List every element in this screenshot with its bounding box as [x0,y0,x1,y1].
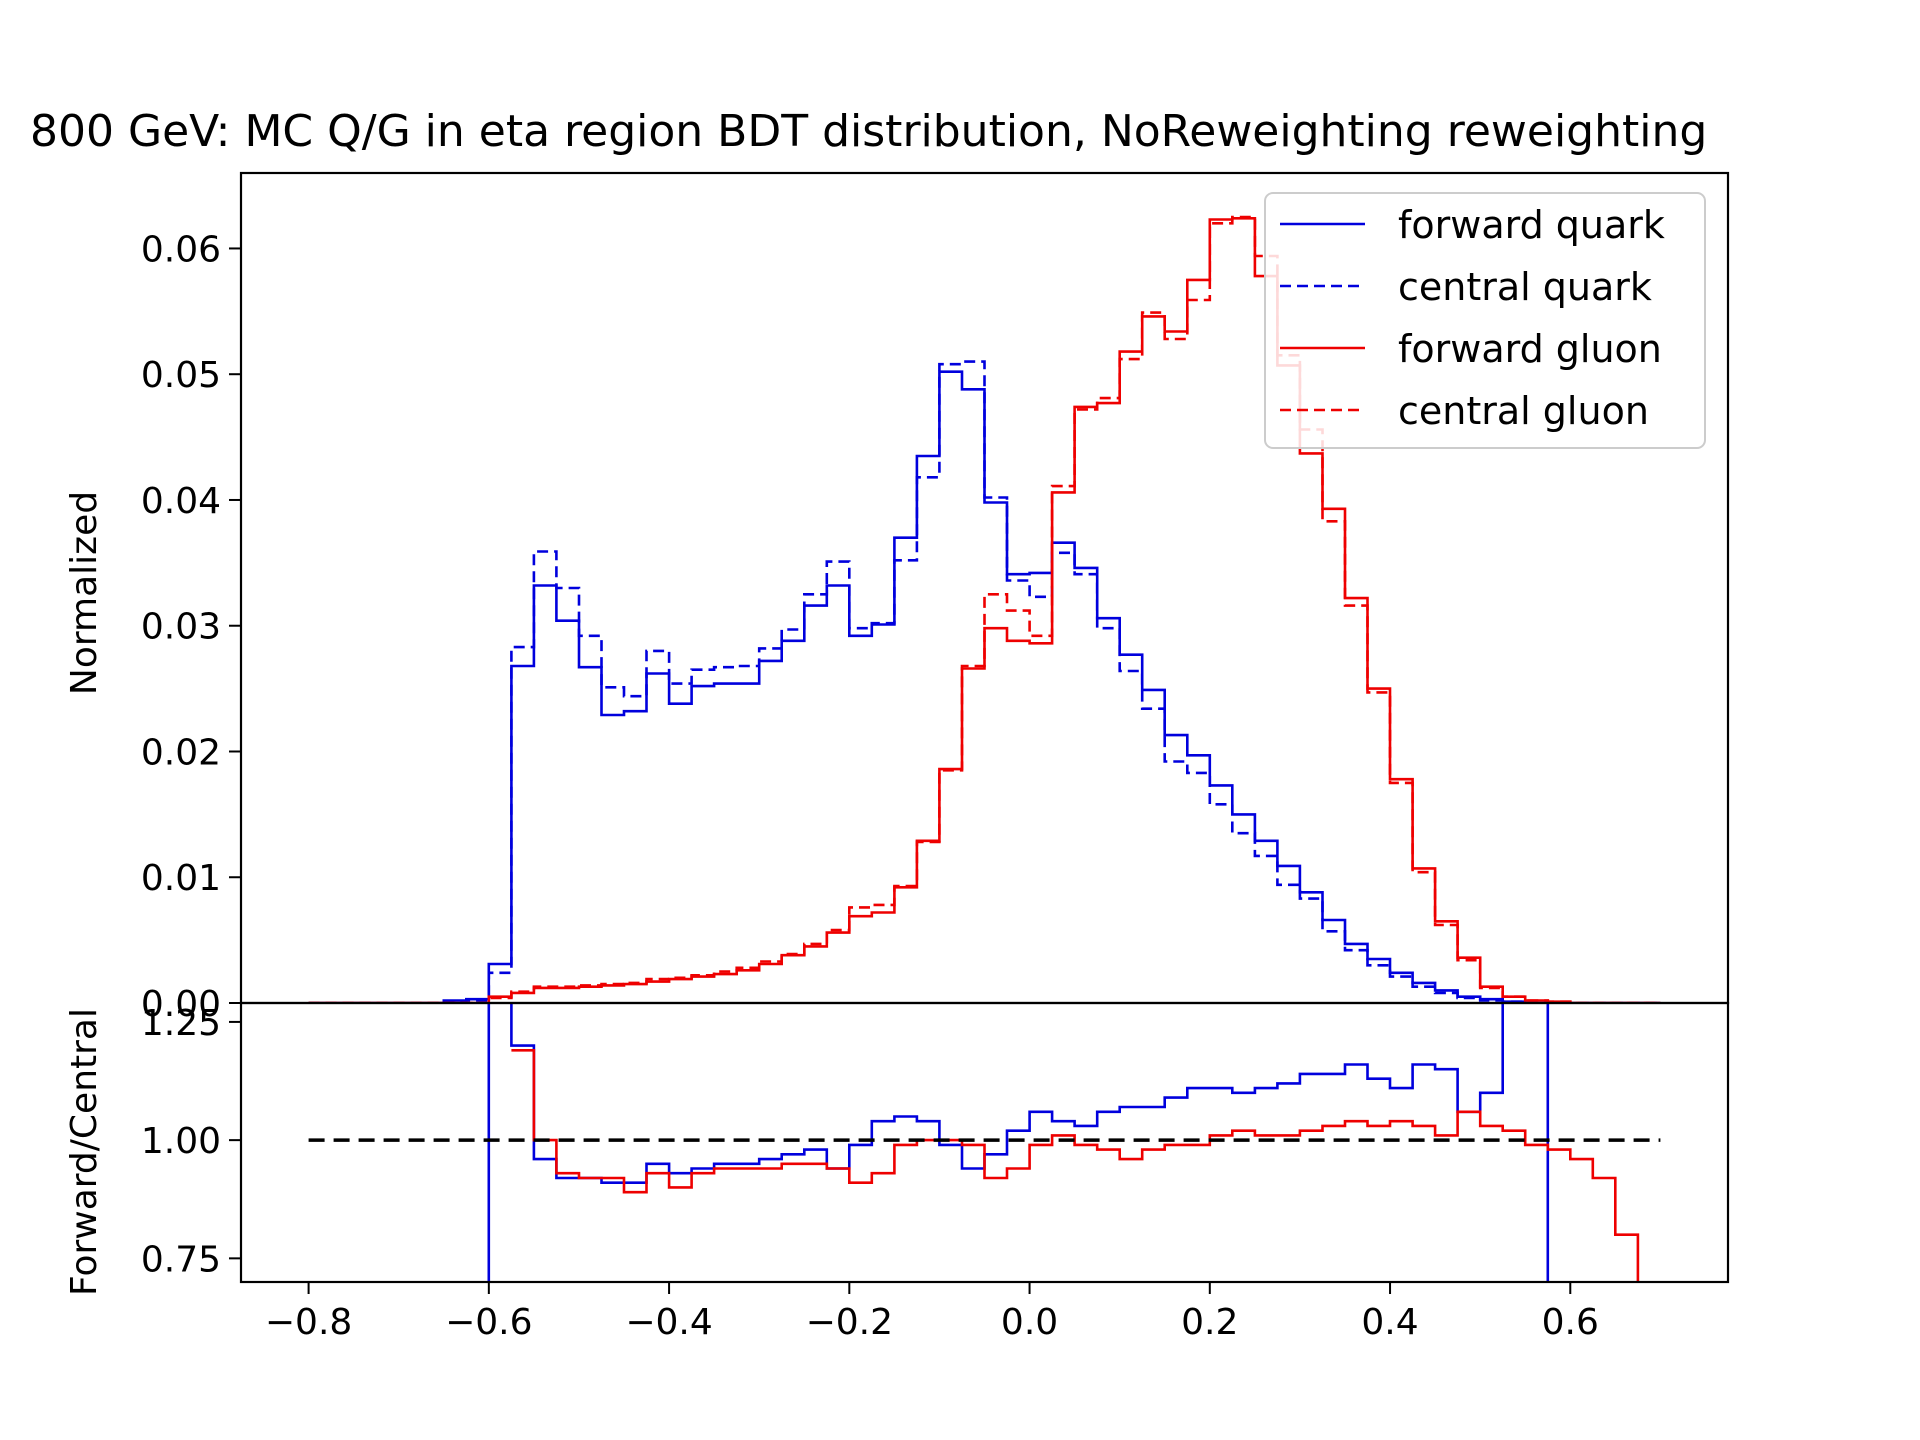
x-tick-label: −0.4 [625,1302,712,1343]
y-axis-label-normalized: Normalized [64,491,105,695]
legend-label-forward-quark: forward quark [1398,203,1665,247]
y-tick-label: 0.06 [141,229,221,270]
distribution-panel: 0.00 0.01 0.02 0.03 0.04 0.05 0.06 Normalized [64,215,1661,1025]
legend-label-central-gluon: central gluon [1398,389,1649,433]
y-tick-label: 0.04 [141,481,221,522]
y-tick-label: 0.03 [141,607,221,648]
ratio-panel-frame [239,1001,1730,1284]
y-tick-label: 0.02 [141,732,221,773]
x-tick-label: 0.0 [1001,1302,1058,1343]
legend-label-central-quark: central quark [1398,265,1652,309]
chart-title: 800 GeV: MC Q/G in eta region BDT distri… [30,106,1707,157]
x-tick-label: −0.2 [806,1302,893,1343]
series-central-gluon [308,215,1661,1003]
ratio-y-tick-label: 1.25 [141,1003,221,1044]
legend-label-forward-gluon: forward gluon [1398,327,1662,371]
ratio-y-tick-label: 0.75 [141,1239,221,1280]
series-central-quark [308,360,1661,1003]
ratio-panel: 0.75 1.00 1.25 Forward/Central [64,1003,1661,1296]
x-tick-label: −0.6 [445,1302,532,1343]
series-gluon-ratio [511,1049,1640,1282]
y-tick-label: 0.00 [141,984,221,1025]
y-axis-label-ratio: Forward/Central [64,1008,105,1296]
y-tick-label: 0.05 [141,355,221,396]
x-axis: −0.8 −0.6 −0.4 −0.2 0.0 0.2 0.4 0.6 [265,1282,1599,1343]
x-tick-label: 0.6 [1542,1302,1599,1343]
legend: forward quark central quark forward gluo… [1264,192,1706,449]
legend-box [1264,192,1706,449]
series-quark-ratio [487,1003,1550,1282]
y-tick-label: 0.01 [141,858,221,899]
x-tick-label: −0.8 [265,1302,352,1343]
ratio-y-tick-label: 1.00 [141,1121,221,1162]
x-tick-label: 0.2 [1181,1302,1238,1343]
x-tick-label: 0.4 [1361,1302,1418,1343]
